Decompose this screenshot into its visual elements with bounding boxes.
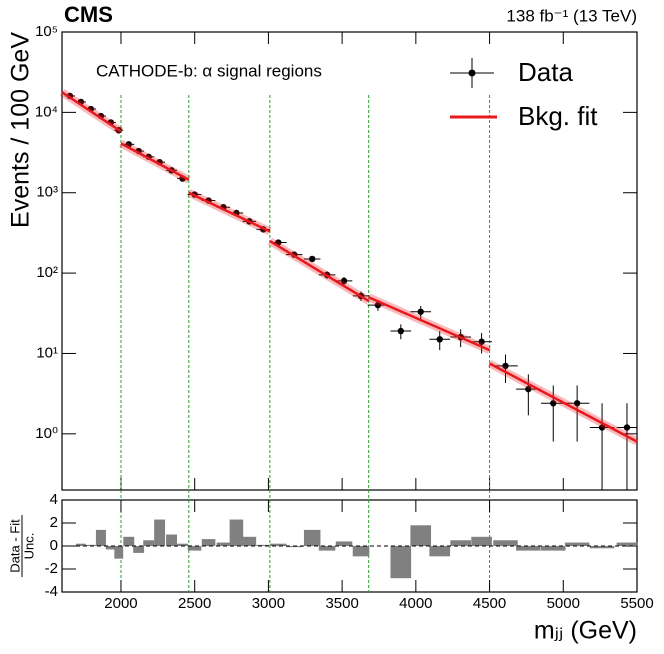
y-tick-label: 10⁴ <box>35 103 58 120</box>
data-point <box>436 336 443 343</box>
residual-bar <box>450 540 471 546</box>
residual-bar <box>75 543 86 546</box>
residual-bar <box>216 542 231 546</box>
residual-bar <box>429 546 451 557</box>
residual-bar <box>154 519 166 546</box>
residual-bar <box>85 544 96 546</box>
x-tick-label: 2500 <box>178 595 211 612</box>
residual-bar <box>541 546 566 551</box>
top-frame <box>61 31 638 491</box>
fit-line <box>188 191 271 233</box>
data-point <box>397 327 405 335</box>
residual-bar <box>242 536 257 546</box>
fit-line <box>368 296 491 352</box>
y-tick-label: 4 <box>50 491 58 508</box>
residual-bar <box>390 546 412 579</box>
residual-bar <box>177 543 189 546</box>
y-tick-label: 10² <box>36 264 58 281</box>
residual-bar <box>564 542 590 546</box>
y-tick-label: 2 <box>50 514 58 531</box>
residual-bar <box>410 525 432 546</box>
data-point <box>598 424 606 431</box>
legend-label: Bkg. fit <box>518 101 598 131</box>
data-point <box>340 277 348 285</box>
x-tick-label: 2000 <box>104 595 137 612</box>
x-tick-label: 3000 <box>252 595 285 612</box>
residual-bar <box>256 544 271 546</box>
data-point <box>550 400 557 407</box>
data-point <box>374 301 382 309</box>
x-tick-label: 4500 <box>473 595 506 612</box>
residual-bar <box>143 540 155 546</box>
y-tick-label: 10¹ <box>36 344 58 361</box>
y-tick-label: 0 <box>50 537 58 554</box>
residual-bar <box>105 546 116 550</box>
residual-bar <box>616 542 638 546</box>
fit-line <box>488 362 638 443</box>
data-point <box>478 338 485 345</box>
residual-bar <box>352 546 370 557</box>
residual-bar <box>471 536 492 546</box>
y-tick-label: 10⁰ <box>35 425 58 442</box>
residual-bar <box>114 546 124 559</box>
residual-bar <box>123 536 135 546</box>
legend-label: Data <box>518 57 573 87</box>
data-point <box>525 385 532 393</box>
fit-line <box>269 240 370 303</box>
fit-line <box>61 91 122 133</box>
residual-label-bottom: Unc. <box>21 533 36 560</box>
annotation: CATHODE-b: α signal regions <box>96 61 322 80</box>
residual-bar <box>318 546 336 551</box>
y-tick-label: 10³ <box>36 184 58 201</box>
y-axis-label: Events / 100 GeV <box>7 32 35 228</box>
fit-line <box>120 142 190 181</box>
y-tick-label: 10⁵ <box>35 23 58 40</box>
x-tick-label: 5000 <box>547 595 580 612</box>
y-tick-label: -2 <box>45 560 58 577</box>
data-point <box>417 308 424 315</box>
residual-bar <box>303 529 321 546</box>
residual-bar <box>589 546 615 549</box>
residual-bar <box>166 534 177 546</box>
residual-bar <box>285 546 303 548</box>
chart-title: CMS <box>64 2 113 27</box>
residual-bar <box>516 546 541 551</box>
x-axis-label: mⱼⱼ (GeV) <box>534 617 637 645</box>
residual-bar <box>133 546 145 553</box>
residual-bar <box>229 519 244 546</box>
data-point <box>502 362 509 370</box>
x-tick-label: 3500 <box>325 595 358 612</box>
data-point <box>573 400 581 407</box>
residual-label-top: Data - Fit <box>7 519 22 573</box>
subtitle: 138 fb⁻¹ (13 TeV) <box>506 6 637 25</box>
x-tick-label: 5500 <box>620 595 653 612</box>
residual-bar <box>201 539 216 546</box>
data-point <box>308 255 316 263</box>
residual-bar <box>270 543 287 546</box>
residual-bar <box>187 546 202 551</box>
residual-bar <box>493 540 518 546</box>
legend-marker <box>468 69 476 77</box>
residual-bar <box>95 529 106 546</box>
residual-bar <box>335 541 353 546</box>
x-tick-label: 4000 <box>399 595 432 612</box>
data-point <box>623 424 631 431</box>
y-tick-label: -4 <box>45 583 58 600</box>
